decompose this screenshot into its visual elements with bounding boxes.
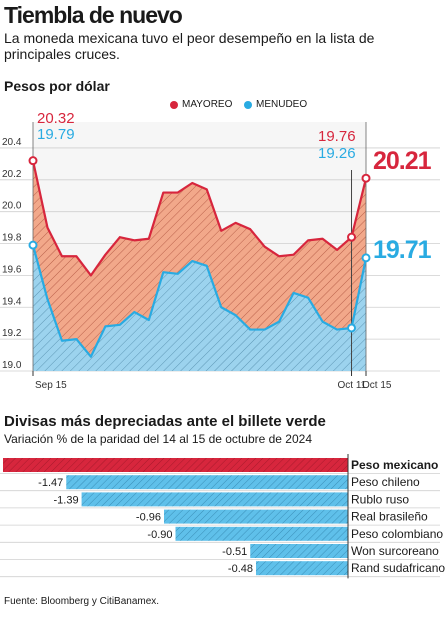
bar <box>66 475 348 490</box>
bar-value-label: -0.48 <box>228 563 253 575</box>
legend-mayoreo-swatch <box>170 100 178 109</box>
source-note: Fuente: Bloomberg y CitiBanamex. <box>4 596 160 607</box>
legend-mayoreo: MAYOREO <box>170 99 232 110</box>
data-point-marker <box>347 232 357 242</box>
menudeo-area <box>33 245 366 371</box>
y-tick-label: 19.6 <box>2 264 22 275</box>
x-tick-label: Oct 15 <box>362 380 392 391</box>
y-tick-label: 20.2 <box>2 169 22 180</box>
legend-mayoreo-label: MAYOREO <box>182 99 233 110</box>
y-tick-label: 19.4 <box>2 296 22 307</box>
y-tick-label: 19.0 <box>2 360 22 371</box>
x-tick-label: Sep 15 <box>35 380 67 391</box>
data-point-marker <box>361 173 371 183</box>
menudeo-oct11-label: 19.26 <box>318 145 356 162</box>
mayoreo-start-label: 20.32 <box>37 110 75 127</box>
data-point-marker <box>28 156 38 166</box>
y-tick-label: 19.8 <box>2 233 22 244</box>
bar-category-label: Real brasileño <box>351 510 428 524</box>
bar-category-label: Won surcoreano <box>351 544 439 558</box>
bar <box>3 458 348 472</box>
menudeo-end-label: 19.71 <box>373 236 432 264</box>
menudeo-line <box>31 244 368 358</box>
bar <box>250 544 348 558</box>
mayoreo-end-label: 20.21 <box>373 147 432 175</box>
legend-menudeo-swatch <box>244 100 252 109</box>
bar <box>164 509 348 524</box>
bar <box>81 492 348 507</box>
chart-title-divisas: Divisas más depreciadas ante el billete … <box>4 413 326 430</box>
bar-category-label: Peso chileno <box>351 475 420 489</box>
mayoreo-area <box>33 160 366 357</box>
y-tick-label: 20.0 <box>2 201 22 212</box>
bar-value-label: -0.90 <box>147 529 172 541</box>
chart-title-pesos-por-dolar: Pesos por dólar <box>4 78 110 94</box>
legend-menudeo: MENUDEO <box>244 99 307 110</box>
bar-value-label: -1.47 <box>38 477 63 489</box>
page-title: Tiembla de nuevo <box>4 2 183 28</box>
bar-value-label: -0.96 <box>136 512 161 524</box>
chart-subtitle-divisas: Variación % de la paridad del 14 al 15 d… <box>4 432 312 446</box>
bar-category-label: Peso colombiano <box>351 527 443 541</box>
data-point-marker <box>361 253 371 263</box>
data-point-marker <box>347 323 357 333</box>
menudeo-start-label: 19.79 <box>37 126 75 143</box>
mayoreo-line <box>31 160 368 277</box>
bar <box>256 561 348 576</box>
data-point-marker <box>28 240 38 250</box>
mayoreo-oct11-label: 19.76 <box>318 128 356 145</box>
bar-category-label: Peso mexicano <box>351 458 438 472</box>
y-tick-label: 19.2 <box>2 328 22 339</box>
page-subtitle: La moneda mexicana tuvo el peor desempeñ… <box>4 30 375 62</box>
bar <box>175 526 348 541</box>
bar-category-label: Rublo ruso <box>351 492 409 506</box>
x-tick-label: Oct 11 <box>338 380 367 391</box>
bar-value-label: -0.51 <box>222 546 247 558</box>
bar-category-label: Rand sudafricano <box>351 561 445 575</box>
y-tick-label: 20.4 <box>2 137 22 148</box>
exchange-rate-area-chart: 19.019.219.419.619.820.020.220.420.3219.… <box>0 110 440 391</box>
legend-menudeo-label: MENUDEO <box>256 99 308 110</box>
bar-value-label: -1.39 <box>54 494 79 506</box>
